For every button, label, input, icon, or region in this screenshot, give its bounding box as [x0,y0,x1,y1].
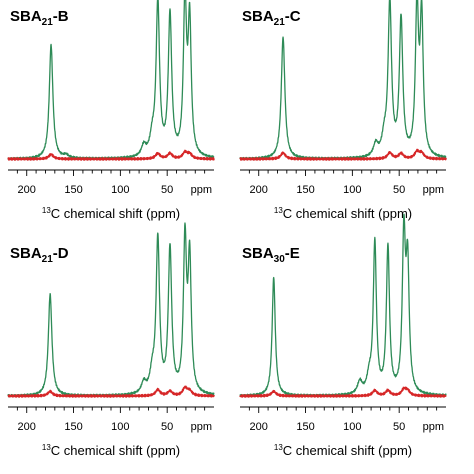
x-tick-label: 50 [393,184,405,196]
x-tick-label: 150 [296,184,314,196]
panel-title-subscript: 30 [274,254,286,265]
panel-4: SBA30-E 200 150 100 50 ppm 13C chemical shift … [239,213,447,458]
panel-3: SBA21-D 200 150 100 50 ppm 13C chemical shift … [7,222,215,458]
x-axis-label-text: C chemical shift (ppm) [51,443,180,458]
panel-title-main: SBA [10,8,42,25]
x-axis-label-text: C chemical shift (ppm) [51,206,180,221]
x-unit-label: ppm [423,421,444,433]
panel-title-subscript: 21 [42,254,54,265]
x-axis-label: 13C chemical shift (ppm) [274,443,412,458]
x-axis-label-text: C chemical shift (ppm) [283,443,412,458]
panel-title: SBA21-B [10,8,69,28]
panel-title-suffix: -B [53,8,69,25]
series-red-spectrum [239,148,447,161]
panel-title-suffix: -E [285,245,300,262]
x-tick-label: 150 [296,421,314,433]
panel-2: SBA21-C 200 150 100 50 ppm 13C chemical shift … [239,0,447,221]
x-tick-label: 200 [18,184,36,196]
panel-title-main: SBA [242,8,274,25]
panel-title-subscript: 21 [42,17,54,28]
x-unit-label: ppm [191,184,212,196]
x-tick-label: 100 [111,421,129,433]
x-axis-label: 13C chemical shift (ppm) [274,206,412,221]
x-tick-label: 100 [343,421,361,433]
panel-title: SBA30-E [242,245,300,265]
x-tick-label: 100 [111,184,129,196]
x-tick-label: 150 [64,184,82,196]
x-tick-label: 150 [64,421,82,433]
panel-1: SBA21-B 200 150 100 50 ppm 13C chemical shift … [7,0,215,221]
x-unit-label: ppm [191,421,212,433]
panel-title-suffix: -D [53,245,69,262]
panel-title: SBA21-C [242,8,301,28]
series-green-spectrum [239,213,447,398]
x-axis-label-isotope: 13 [274,206,283,215]
x-tick-label: 50 [161,184,173,196]
panel-title-subscript: 21 [274,17,286,28]
panel-title: SBA21-D [10,245,69,265]
series-red-spectrum [7,385,215,398]
series-red-spectrum [7,149,215,161]
x-axis-label-isotope: 13 [42,206,51,215]
x-tick-label: 50 [161,421,173,433]
x-unit-label: ppm [423,184,444,196]
series-red-spectrum [239,386,447,398]
x-axis-label-isotope: 13 [42,443,51,452]
x-tick-label: 200 [18,421,36,433]
x-axis-label: 13C chemical shift (ppm) [42,443,180,458]
x-tick-label: 200 [250,421,268,433]
panel-title-suffix: -C [285,8,301,25]
panel-title-main: SBA [10,245,42,262]
x-tick-label: 100 [343,184,361,196]
x-axis-label-text: C chemical shift (ppm) [283,206,412,221]
x-tick-label: 200 [250,184,268,196]
x-axis-label: 13C chemical shift (ppm) [42,206,180,221]
x-axis-label-isotope: 13 [274,443,283,452]
x-tick-label: 50 [393,421,405,433]
panel-title-main: SBA [242,245,274,262]
